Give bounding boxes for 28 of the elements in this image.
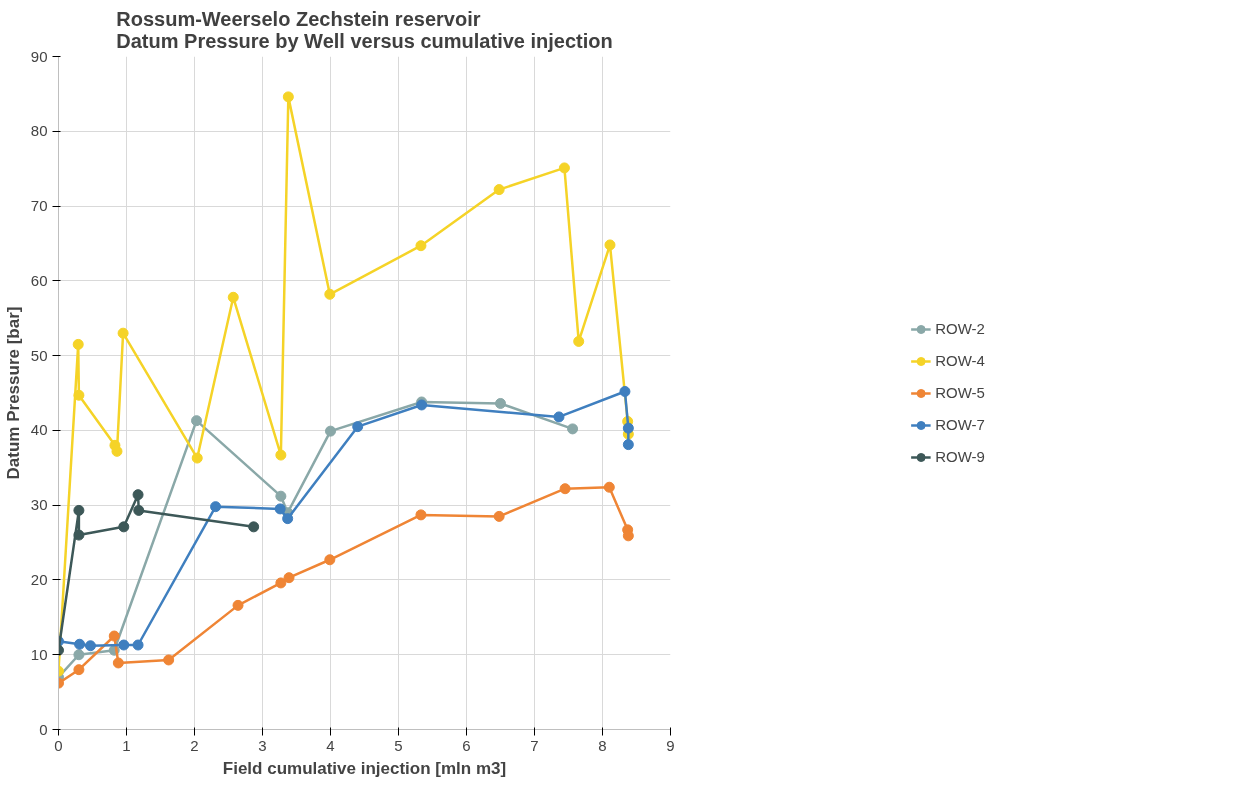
y-tick-label: 0 xyxy=(39,720,48,738)
x-tick-label: 9 xyxy=(666,736,675,754)
x-tick-label: 4 xyxy=(326,736,335,754)
y-axis-title: Datum Pressure [bar] xyxy=(3,306,23,480)
x-tick-label: 3 xyxy=(258,736,267,754)
legend-label: ROW-7 xyxy=(935,416,985,433)
y-tick-label: 50 xyxy=(30,346,48,364)
legend-label: ROW-4 xyxy=(935,352,985,369)
y-tick-label: 30 xyxy=(30,496,48,514)
chart-title: Rossum-Weerselo Zechstein reservoir Datum Pressure by Well versus cumulative injection xyxy=(116,7,613,52)
y-tick-label: 10 xyxy=(30,645,48,663)
y-tick-label: 60 xyxy=(30,271,48,289)
x-tick-label: 1 xyxy=(122,736,131,754)
legend-label: ROW-2 xyxy=(935,320,985,337)
y-tick-label: 40 xyxy=(30,421,48,439)
x-tick-label: 7 xyxy=(530,736,539,754)
x-tick-label: 5 xyxy=(394,736,403,754)
y-tick-label: 90 xyxy=(30,47,48,65)
x-tick-label: 2 xyxy=(190,736,199,754)
y-tick-label: 70 xyxy=(30,197,48,215)
x-tick-label: 0 xyxy=(54,736,63,754)
x-tick-label: 6 xyxy=(462,736,471,754)
x-axis-title: Field cumulative injection [mln m3] xyxy=(222,758,507,778)
y-tick-label: 20 xyxy=(30,570,48,588)
legend-label: ROW-5 xyxy=(935,384,985,401)
legend-label: ROW-9 xyxy=(935,448,985,465)
x-tick-label: 8 xyxy=(598,736,607,754)
y-tick-label: 80 xyxy=(30,122,48,140)
